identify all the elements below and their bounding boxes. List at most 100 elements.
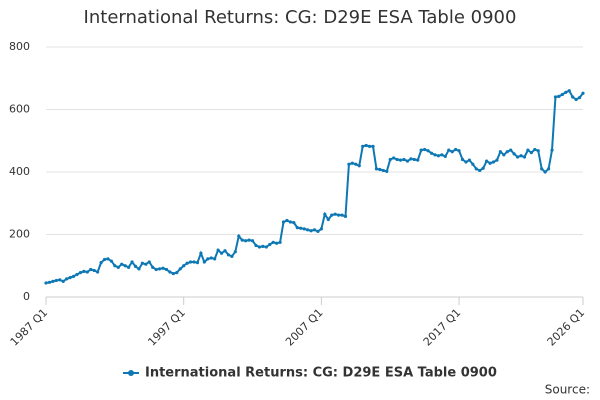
data-point — [509, 148, 513, 152]
data-point — [385, 169, 389, 173]
data-point — [550, 148, 554, 152]
data-point — [99, 261, 103, 265]
data-point — [230, 254, 234, 258]
data-point — [502, 153, 506, 157]
y-tick-label: 600 — [9, 103, 30, 116]
data-point — [216, 248, 220, 252]
data-point — [347, 162, 351, 166]
data-point — [426, 149, 430, 153]
data-point — [481, 166, 485, 170]
data-point — [47, 280, 52, 284]
legend-swatch-dot — [128, 370, 134, 376]
data-point — [247, 238, 251, 242]
chart-title: International Returns: CG: D29E ESA Tabl… — [84, 7, 517, 28]
data-point — [571, 95, 575, 99]
data-point — [395, 157, 399, 162]
data-point — [120, 262, 124, 266]
data-point — [54, 278, 58, 283]
data-point — [44, 281, 48, 285]
data-point — [199, 251, 203, 255]
data-point — [402, 157, 406, 162]
data-point — [219, 251, 224, 255]
data-point — [429, 151, 434, 155]
data-point — [292, 221, 296, 225]
data-point — [92, 268, 96, 273]
data-point — [102, 257, 107, 262]
data-point — [261, 244, 265, 248]
data-point — [440, 153, 444, 157]
data-point — [144, 262, 148, 266]
data-point — [546, 167, 551, 171]
data-point — [295, 226, 299, 230]
data-point — [371, 144, 375, 148]
x-tick-label: 1987 Q1 — [8, 306, 51, 349]
data-point — [533, 147, 537, 152]
data-point — [350, 161, 354, 165]
data-point — [436, 154, 441, 158]
data-point — [164, 267, 169, 272]
data-point — [278, 240, 282, 244]
data-point — [168, 270, 172, 274]
data-point — [147, 260, 151, 264]
x-tick-label: 1997 Q1 — [145, 306, 188, 349]
data-point — [540, 167, 544, 171]
data-point — [237, 234, 241, 238]
data-point — [288, 220, 293, 224]
x-tick-label: 2026 Q1 — [545, 306, 588, 349]
data-point — [526, 148, 530, 152]
data-point — [185, 261, 189, 265]
data-point — [512, 152, 516, 156]
data-point — [130, 260, 134, 264]
data-point — [223, 249, 227, 253]
data-point — [137, 267, 141, 271]
data-point — [209, 256, 213, 260]
data-point — [309, 229, 313, 233]
legend-label: International Returns: CG: D29E ESA Tabl… — [145, 366, 497, 381]
data-point — [257, 245, 262, 249]
data-point — [536, 149, 540, 153]
data-point — [488, 161, 492, 165]
data-point — [285, 218, 289, 223]
data-point — [51, 279, 55, 283]
data-point — [151, 265, 155, 269]
data-point — [450, 150, 454, 154]
data-point — [175, 271, 179, 275]
series-line — [45, 89, 584, 284]
data-point — [71, 274, 76, 278]
data-point — [233, 250, 237, 254]
data-point — [154, 267, 158, 272]
data-point — [61, 279, 65, 283]
data-point — [419, 148, 423, 152]
data-point — [491, 160, 496, 164]
data-point — [326, 217, 330, 222]
data-point — [409, 157, 413, 161]
data-point — [78, 271, 83, 275]
data-point — [567, 89, 571, 93]
data-point — [68, 276, 72, 280]
data-point — [423, 147, 427, 152]
data-point — [354, 162, 358, 166]
data-point — [361, 144, 365, 148]
data-point — [343, 214, 348, 218]
source: Source: — [545, 383, 590, 397]
data-point — [574, 97, 578, 102]
data-point — [306, 228, 310, 232]
data-point — [127, 265, 131, 269]
data-point — [188, 260, 193, 264]
data-point — [498, 150, 502, 154]
data-point — [478, 168, 482, 173]
data-point — [564, 90, 568, 94]
data-point — [161, 266, 165, 270]
data-point — [577, 96, 582, 100]
data-point — [447, 148, 451, 152]
data-point — [557, 94, 561, 98]
data-point — [226, 253, 231, 257]
data-point — [85, 270, 89, 274]
data-point — [529, 151, 533, 155]
data-point — [333, 212, 337, 216]
data-point — [264, 245, 268, 249]
data-point — [206, 257, 210, 261]
data-point — [113, 264, 117, 268]
data-point — [416, 158, 420, 162]
